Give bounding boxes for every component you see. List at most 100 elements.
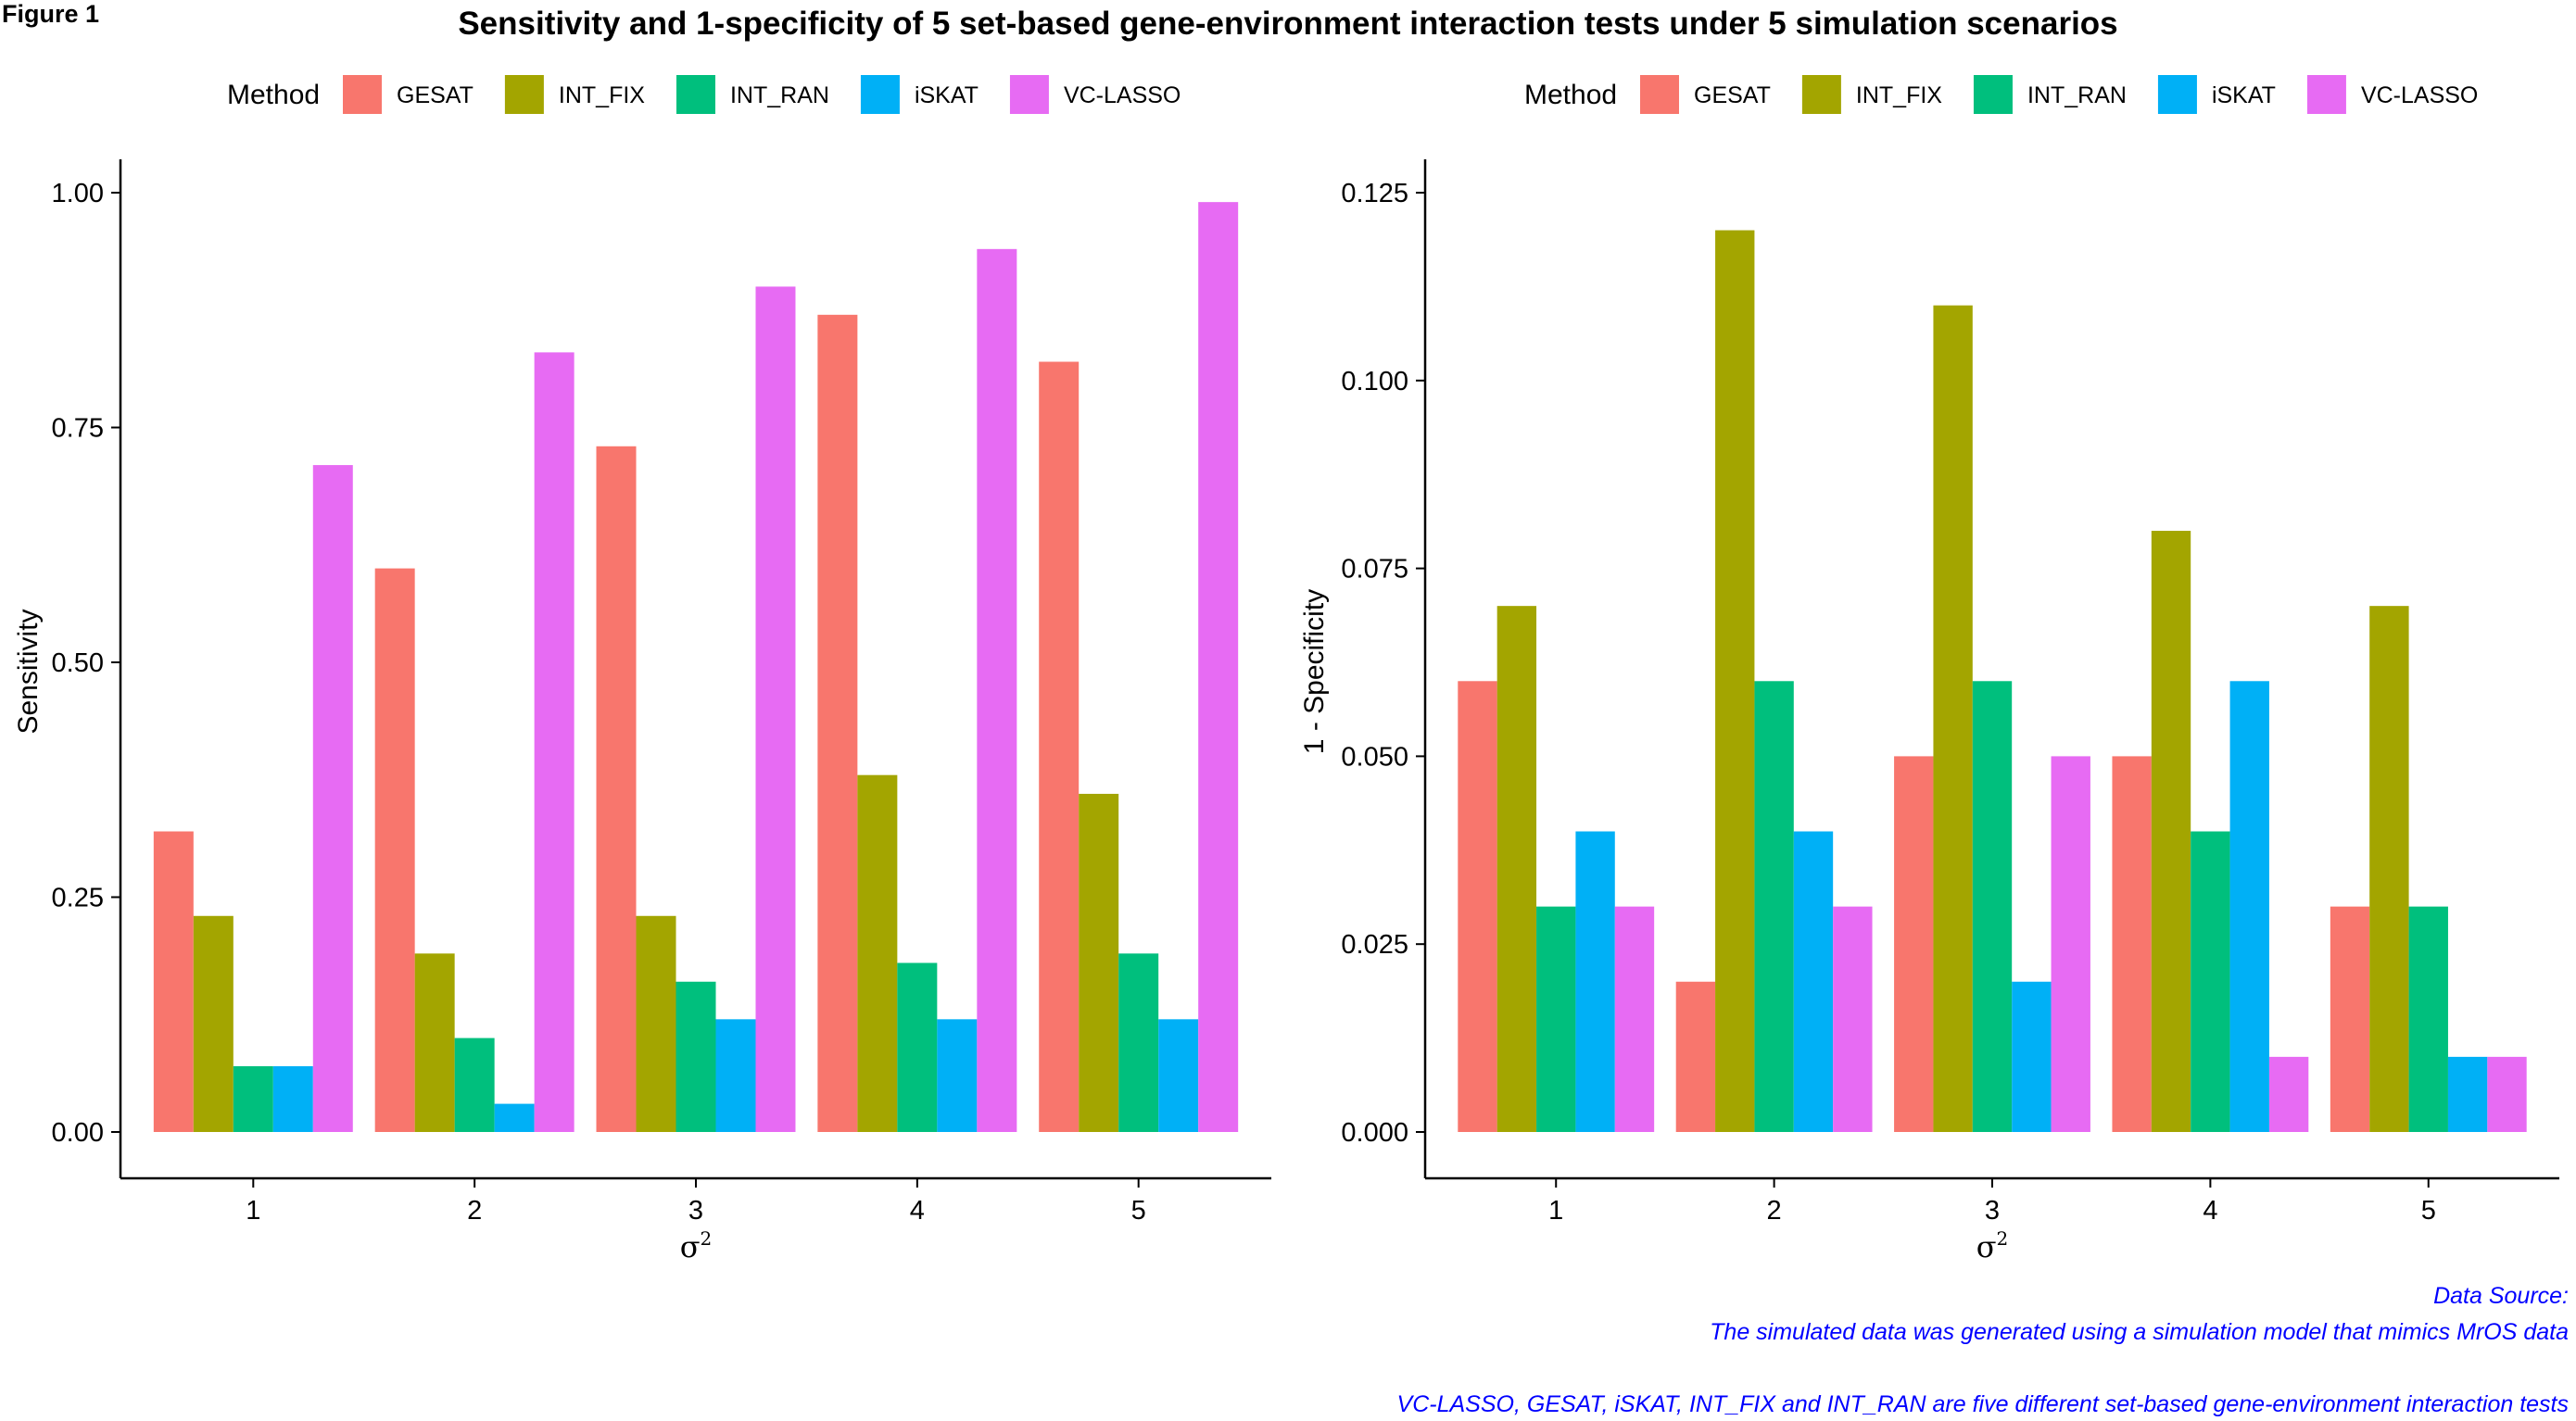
bar-gesat-1: [153, 831, 194, 1132]
bar-gesat-2: [1675, 981, 1716, 1132]
y-tick-label: 0.100: [1341, 367, 1408, 396]
legend-swatch-int_fix: [504, 75, 544, 114]
legend-label-iskat: iSKAT: [2212, 82, 2276, 108]
x-tick-label: 4: [910, 1196, 925, 1226]
legend-swatch-gesat: [343, 75, 382, 114]
bar-vc-lasso-2: [534, 352, 575, 1132]
legend-label-gesat: GESAT: [397, 82, 474, 108]
bar-int_fix-4: [2151, 531, 2191, 1132]
bar-int_fix-1: [193, 915, 234, 1132]
x-tick-label: 1: [246, 1196, 260, 1226]
bar-gesat-3: [1894, 756, 1934, 1132]
y-tick-label: 0.75: [52, 414, 104, 444]
bar-int_ran-5: [2408, 906, 2448, 1132]
bar-iskat-3: [2012, 981, 2052, 1132]
x-axis-label: σ2: [1976, 1227, 2009, 1264]
legend-swatch-vc-lasso: [1009, 75, 1049, 114]
legend-title: Method: [227, 80, 320, 110]
x-tick-label: 5: [2421, 1196, 2436, 1226]
bar-vc-lasso-2: [1833, 906, 1873, 1132]
legend-title: Method: [1524, 80, 1617, 110]
bar-int_ran-4: [2191, 831, 2230, 1132]
x-tick-label: 2: [467, 1196, 482, 1226]
bar-int_fix-4: [857, 774, 898, 1132]
y-tick-label: 0.075: [1341, 555, 1408, 585]
legend-label-int_ran: INT_RAN: [730, 82, 829, 108]
bar-vc-lasso-3: [2051, 756, 2090, 1132]
bar-int_ran-2: [454, 1037, 495, 1132]
legend-label-iskat: iSKAT: [915, 82, 979, 108]
x-tick-label: 5: [1131, 1196, 1146, 1226]
bar-int_ran-1: [233, 1066, 273, 1132]
bar-vc-lasso-3: [755, 286, 796, 1132]
bar-gesat-5: [1039, 361, 1080, 1132]
bar-int_ran-3: [1972, 681, 2013, 1132]
y-tick-label: 0.50: [52, 648, 104, 678]
y-axis-label: Sensitivity: [13, 609, 44, 734]
caption-simulation-note: The simulated data was generated using a…: [1710, 1319, 2569, 1345]
caption-data-source: Data Source:: [2433, 1283, 2569, 1309]
y-tick-label: 0.25: [52, 884, 104, 913]
legend-label-gesat: GESAT: [1694, 82, 1771, 108]
x-tick-label: 3: [688, 1196, 703, 1226]
bar-iskat-5: [2447, 1056, 2488, 1132]
bar-vc-lasso-5: [1198, 202, 1239, 1132]
figure-label: Figure 1: [2, 0, 100, 28]
bar-iskat-3: [715, 1019, 756, 1132]
bar-iskat-5: [1158, 1019, 1199, 1132]
legend-swatch-vc-lasso: [2306, 75, 2346, 114]
bar-gesat-2: [374, 568, 415, 1132]
bar-int_fix-3: [636, 915, 676, 1132]
x-tick-label: 1: [1548, 1196, 1563, 1226]
x-axis-label: σ2: [680, 1227, 713, 1264]
x-tick-label: 3: [1985, 1196, 2000, 1226]
chart-title: Sensitivity and 1-specificity of 5 set-b…: [458, 6, 2118, 42]
bar-int_ran-2: [1754, 681, 1794, 1132]
bar-int_ran-5: [1118, 953, 1159, 1132]
bar-iskat-2: [1793, 831, 1834, 1132]
bar-int_ran-4: [897, 962, 938, 1132]
bar-vc-lasso-5: [2487, 1056, 2527, 1132]
legend-swatch-int_ran: [1973, 75, 2013, 114]
legend-swatch-iskat: [2157, 75, 2197, 114]
y-tick-label: 0.050: [1341, 742, 1408, 772]
y-tick-label: 1.00: [52, 179, 104, 208]
bar-int_fix-5: [1079, 793, 1119, 1132]
legend-swatch-gesat: [1640, 75, 1679, 114]
bar-iskat-2: [494, 1103, 535, 1132]
bar-gesat-4: [2112, 756, 2152, 1132]
y-tick-label: 0.000: [1341, 1118, 1408, 1148]
legend-label-int_ran: INT_RAN: [2027, 82, 2127, 108]
caption-methods-note: VC-LASSO, GESAT, iSKAT, INT_FIX and INT_…: [1396, 1391, 2569, 1417]
bar-int_fix-3: [1933, 305, 1973, 1132]
x-tick-label: 2: [1767, 1196, 1782, 1226]
y-tick-label: 0.025: [1341, 930, 1408, 960]
bar-vc-lasso-4: [2268, 1056, 2309, 1132]
bar-int_ran-1: [1536, 906, 1576, 1132]
bar-vc-lasso-1: [312, 465, 353, 1132]
bar-int_fix-1: [1496, 606, 1537, 1132]
legend-label-int_fix: INT_FIX: [1856, 82, 1942, 108]
bar-gesat-1: [1458, 681, 1497, 1132]
bar-iskat-4: [937, 1019, 978, 1132]
legend-swatch-iskat: [860, 75, 900, 114]
legend-label-vc-lasso: VC-LASSO: [1064, 82, 1181, 108]
legend-swatch-int_ran: [676, 75, 715, 114]
bar-vc-lasso-4: [977, 248, 1017, 1133]
bar-int_ran-3: [676, 981, 716, 1132]
bar-gesat-4: [817, 314, 858, 1132]
legend-label-int_fix: INT_FIX: [559, 82, 645, 108]
y-axis-label: 1 - Specificity: [1299, 589, 1330, 754]
y-tick-label: 0.00: [52, 1118, 104, 1148]
bar-iskat-1: [1575, 831, 1615, 1132]
bar-iskat-4: [2229, 681, 2269, 1132]
bar-int_fix-2: [414, 953, 455, 1132]
legend-swatch-int_fix: [1801, 75, 1841, 114]
bar-gesat-5: [2330, 906, 2370, 1132]
bar-int_fix-5: [2369, 606, 2409, 1132]
y-tick-label: 0.125: [1341, 179, 1408, 208]
bar-gesat-3: [596, 446, 637, 1132]
bar-int_fix-2: [1715, 230, 1755, 1132]
bar-vc-lasso-1: [1614, 906, 1655, 1132]
